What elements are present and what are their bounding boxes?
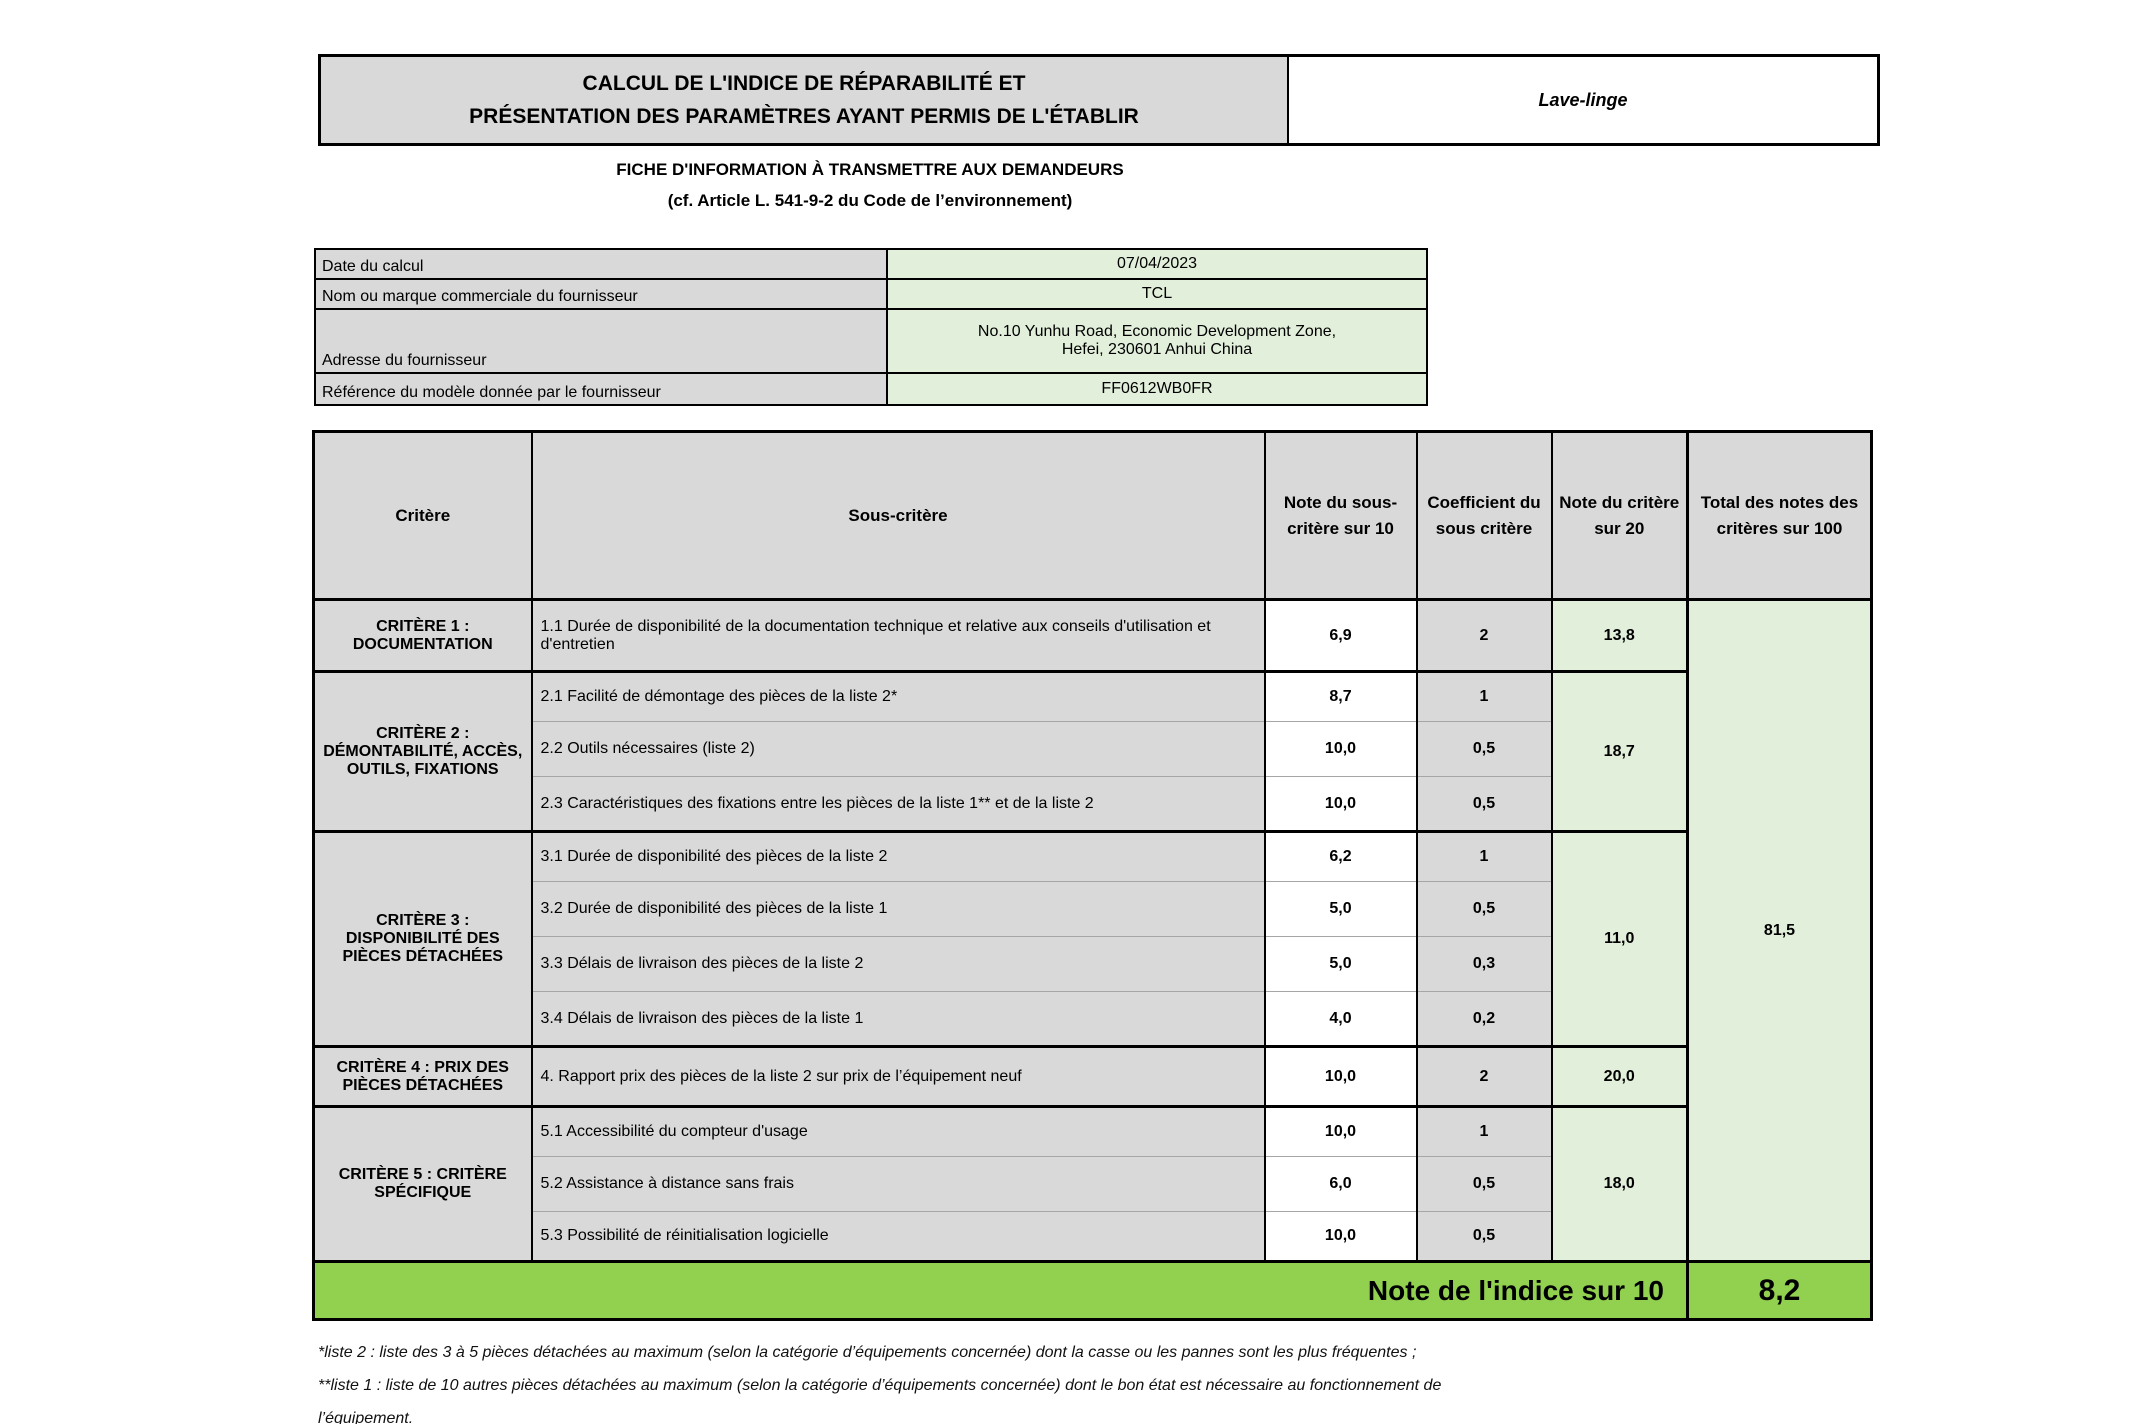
- info-row-model-reference: Référence du modèle donnée par le fourni…: [314, 372, 1428, 406]
- final-index-value: 8,2: [1686, 1260, 1873, 1320]
- note20-critere-2: 18,7: [1550, 670, 1689, 832]
- info-label-supplier-name: Nom ou marque commerciale du fournisseur: [314, 278, 888, 310]
- document-title-line2: PRÉSENTATION DES PARAMÈTRES AYANT PERMIS…: [469, 105, 1139, 128]
- table-row-2-1: CRITÈRE 2 : DÉMONTABILITÉ, ACCÈS, OUTILS…: [312, 670, 1872, 832]
- coef-2-2: 0,5: [1415, 721, 1553, 777]
- note10-3-1: 6,2: [1263, 830, 1418, 882]
- subtitle-line2: (cf. Article L. 541-9-2 du Code de l’env…: [667, 191, 1073, 210]
- final-index-row: Note de l'indice sur 10 8,2: [312, 1260, 1873, 1320]
- sous-critere-5-2: 5.2 Assistance à distance sans frais: [530, 1156, 1266, 1212]
- coef-2-1: 1: [1415, 670, 1553, 722]
- coef-5-2: 0,5: [1415, 1156, 1553, 1212]
- table-row-2-3: 2.3 Caractéristiques des fixations entre…: [314, 776, 1872, 832]
- info-row-date: Date du calcul 07/04/2023: [314, 248, 1428, 280]
- critere-2-label: CRITÈRE 2 : DÉMONTABILITÉ, ACCÈS, OUTILS…: [312, 670, 533, 832]
- coef-3-4: 0,2: [1415, 991, 1553, 1047]
- table-row-3-2: 3.2 Durée de disponibilité des pièces de…: [314, 881, 1872, 937]
- table-row-4-1: CRITÈRE 4 : PRIX DES PIÈCES DÉTACHÉES 4.…: [312, 1045, 1872, 1107]
- info-label-model-reference: Référence du modèle donnée par le fourni…: [314, 372, 888, 406]
- header-sous-critere: Sous-critère: [530, 431, 1266, 600]
- coef-2-3: 0,5: [1415, 776, 1553, 832]
- address-line2: Hefei, 230601 Anhui China: [1061, 341, 1253, 358]
- table-row-1-1: CRITÈRE 1 : DOCUMENTATION 1.1 Durée de d…: [312, 598, 1873, 1262]
- info-value-date: 07/04/2023: [886, 248, 1428, 280]
- critere-1-label: CRITÈRE 1 : DOCUMENTATION: [312, 598, 533, 672]
- table-row-3-1: CRITÈRE 3 : DISPONIBILITÉ DES PIÈCES DÉT…: [312, 830, 1872, 1047]
- note10-2-3: 10,0: [1263, 776, 1418, 832]
- sous-critere-3-3: 3.3 Délais de livraison des pièces de la…: [530, 936, 1266, 992]
- coef-3-3: 0,3: [1415, 936, 1553, 992]
- note20-critere-1: 13,8: [1550, 598, 1689, 672]
- note20-critere-5: 18,0: [1550, 1105, 1689, 1262]
- info-value-model-reference: FF0612WB0FR: [886, 372, 1428, 406]
- criteria-table: Critère Sous-critère Note du sous-critèr…: [312, 430, 1873, 1321]
- info-row-supplier-name: Nom ou marque commerciale du fournisseur…: [314, 278, 1428, 310]
- sous-critere-2-2: 2.2 Outils nécessaires (liste 2): [530, 721, 1266, 777]
- note10-5-1: 10,0: [1263, 1105, 1418, 1157]
- header-note-sous-critere: Note du sous-critère sur 10: [1263, 431, 1418, 600]
- note10-3-2: 5,0: [1263, 881, 1418, 937]
- critere-4-label: CRITÈRE 4 : PRIX DES PIÈCES DÉTACHÉES: [312, 1045, 533, 1107]
- coef-5-3: 0,5: [1415, 1211, 1553, 1262]
- note10-2-1: 8,7: [1263, 670, 1418, 722]
- note10-5-2: 6,0: [1263, 1156, 1418, 1212]
- table-row-5-2: 5.2 Assistance à distance sans frais 6,0…: [314, 1156, 1872, 1212]
- table-row-3-4: 3.4 Délais de livraison des pièces de la…: [314, 991, 1872, 1047]
- table-row-5-3: 5.3 Possibilité de réinitialisation logi…: [314, 1211, 1872, 1262]
- critere-3-label: CRITÈRE 3 : DISPONIBILITÉ DES PIÈCES DÉT…: [312, 830, 533, 1047]
- coef-3-1: 1: [1415, 830, 1553, 882]
- coef-5-1: 1: [1415, 1105, 1553, 1157]
- info-label-date: Date du calcul: [314, 248, 888, 280]
- address-line1: No.10 Yunhu Road, Economic Development Z…: [977, 323, 1337, 340]
- header-critere: Critère: [312, 431, 533, 600]
- table-row-5-1: CRITÈRE 5 : CRITÈRE SPÉCIFIQUE 5.1 Acces…: [312, 1105, 1872, 1262]
- total-sur-100: 81,5: [1686, 598, 1873, 1262]
- note10-3-4: 4,0: [1263, 991, 1418, 1047]
- footnote-liste1: **liste 1 : liste de 10 autres pièces dé…: [318, 1377, 1442, 1394]
- supplier-info-table: Date du calcul 07/04/2023 Nom ou marque …: [314, 248, 1428, 406]
- document-title: CALCUL DE L'INDICE DE RÉPARABILITÉ ET PR…: [321, 57, 1289, 143]
- sous-critere-5-1: 5.1 Accessibilité du compteur d'usage: [530, 1105, 1266, 1157]
- coef-4-1: 2: [1415, 1045, 1553, 1107]
- sous-critere-2-1: 2.1 Facilité de démontage des pièces de …: [530, 670, 1266, 722]
- criteria-table-header: Critère Sous-critère Note du sous-critèr…: [312, 431, 1873, 600]
- header-total: Total des notes des critères sur 100: [1686, 431, 1873, 600]
- info-label-supplier-address: Adresse du fournisseur: [314, 308, 888, 374]
- subtitle-line1: FICHE D'INFORMATION À TRANSMETTRE AUX DE…: [616, 160, 1124, 179]
- note10-5-3: 10,0: [1263, 1211, 1418, 1262]
- document-title-line1: CALCUL DE L'INDICE DE RÉPARABILITÉ ET: [582, 72, 1026, 95]
- header-note-critere: Note du critère sur 20: [1550, 431, 1689, 600]
- critere-5-label: CRITÈRE 5 : CRITÈRE SPÉCIFIQUE: [312, 1105, 533, 1262]
- sous-critere-3-1: 3.1 Durée de disponibilité des pièces de…: [530, 830, 1266, 882]
- coef-1-1: 2: [1415, 598, 1553, 672]
- footnotes: *liste 2 : liste des 3 à 5 pièces détach…: [318, 1336, 1878, 1424]
- footnote-liste1-continued: l’équipement.: [318, 1410, 414, 1424]
- footnote-liste2: *liste 2 : liste des 3 à 5 pièces détach…: [318, 1344, 1417, 1361]
- sous-critere-3-2: 3.2 Durée de disponibilité des pièces de…: [530, 881, 1266, 937]
- note10-4-1: 10,0: [1263, 1045, 1418, 1107]
- sous-critere-5-3: 5.3 Possibilité de réinitialisation logi…: [530, 1211, 1266, 1262]
- sous-critere-3-4: 3.4 Délais de livraison des pièces de la…: [530, 991, 1266, 1047]
- sous-critere-1-1: 1.1 Durée de disponibilité de la documen…: [530, 598, 1266, 672]
- table-row-3-3: 3.3 Délais de livraison des pièces de la…: [314, 936, 1872, 992]
- table-row-2-2: 2.2 Outils nécessaires (liste 2) 10,0 0,…: [314, 721, 1872, 777]
- title-banner: CALCUL DE L'INDICE DE RÉPARABILITÉ ET PR…: [318, 54, 1880, 146]
- note10-2-2: 10,0: [1263, 721, 1418, 777]
- final-index-label: Note de l'indice sur 10: [312, 1260, 1689, 1320]
- coef-3-2: 0,5: [1415, 881, 1553, 937]
- sous-critere-2-3: 2.3 Caractéristiques des fixations entre…: [530, 776, 1266, 832]
- document-subtitle: FICHE D'INFORMATION À TRANSMETTRE AUX DE…: [318, 160, 1422, 211]
- header-coefficient: Coefficient du sous critère: [1415, 431, 1553, 600]
- note20-critere-3: 11,0: [1550, 830, 1689, 1047]
- info-row-supplier-address: Adresse du fournisseur No.10 Yunhu Road,…: [314, 308, 1428, 374]
- product-category: Lave-linge: [1289, 57, 1877, 143]
- sous-critere-4-1: 4. Rapport prix des pièces de la liste 2…: [530, 1045, 1266, 1107]
- note10-3-3: 5,0: [1263, 936, 1418, 992]
- info-value-supplier-name: TCL: [886, 278, 1428, 310]
- note20-critere-4: 20,0: [1550, 1045, 1689, 1107]
- note10-1-1: 6,9: [1263, 598, 1418, 672]
- info-value-supplier-address: No.10 Yunhu Road, Economic Development Z…: [886, 308, 1428, 374]
